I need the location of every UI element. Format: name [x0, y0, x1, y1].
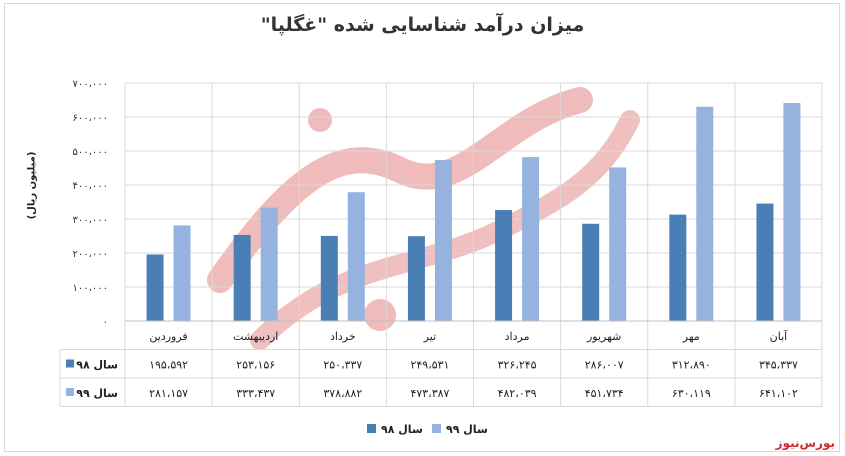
data-label: ۶۴۱،۱۰۲ [759, 387, 798, 400]
x-tick-label: فروردین [149, 330, 187, 343]
y-tick-label: ۷۰۰،۰۰۰ [73, 79, 108, 90]
brand-label: بورس‌نیوز [775, 436, 835, 450]
legend-label: سال ۹۸ [381, 423, 423, 436]
x-tick-label: اردیبهشت [233, 330, 278, 343]
bar [434, 160, 452, 321]
data-label: ۳۴۵،۳۳۷ [759, 359, 798, 372]
data-label: ۲۸۶،۰۰۷ [585, 359, 624, 372]
x-tick-label: مهر [682, 330, 700, 343]
bar [407, 236, 425, 321]
y-tick-label: ۴۰۰،۰۰۰ [73, 181, 108, 192]
data-label: ۳۲۶،۲۴۵ [498, 359, 537, 372]
bar [756, 203, 774, 321]
bar [233, 234, 251, 321]
y-tick-label: ۶۰۰،۰۰۰ [73, 113, 108, 124]
data-label: ۳۳۳،۴۳۷ [236, 387, 275, 400]
x-tick-label: مرداد [505, 330, 530, 343]
data-label: ۳۱۲،۸۹۰ [672, 359, 711, 372]
bar [522, 157, 540, 321]
data-label: ۴۷۳،۳۸۷ [410, 387, 449, 400]
x-tick-label: تیر [423, 330, 436, 343]
table-series-name: سال ۹۹ [76, 387, 118, 400]
data-label: ۳۷۸،۸۸۲ [323, 387, 362, 400]
bar [609, 167, 627, 321]
legend-swatch [432, 424, 441, 433]
bar [783, 103, 801, 321]
bar [146, 254, 164, 321]
data-label: ۲۴۹،۵۳۱ [410, 359, 449, 372]
y-tick-label: ۳۰۰،۰۰۰ [73, 215, 108, 226]
bar [696, 106, 714, 321]
x-tick-label: خرداد [330, 330, 356, 343]
y-tick-label: ۵۰۰،۰۰۰ [73, 147, 108, 158]
x-tick-label: آبان [770, 329, 788, 343]
legend-swatch [367, 424, 376, 433]
bar [495, 210, 513, 321]
data-label: ۱۹۵،۵۹۲ [149, 359, 188, 372]
bar [669, 214, 687, 321]
bar [347, 192, 365, 321]
data-label: ۲۵۳،۱۵۶ [236, 359, 275, 372]
data-label: ۲۸۱،۱۵۷ [149, 387, 188, 400]
bar [582, 223, 600, 321]
bar [173, 225, 191, 321]
y-tick-label: ۲۰۰،۰۰۰ [73, 249, 108, 260]
chart-title: میزان درآمد شناسایی شده "غگلپا" [260, 14, 585, 36]
data-label: ۲۵۰،۳۳۷ [323, 359, 362, 372]
y-tick-label: ۱۰۰،۰۰۰ [73, 283, 108, 294]
table-legend-swatch [66, 359, 74, 368]
data-label: ۶۳۰،۱۱۹ [672, 387, 711, 400]
x-tick-label: شهریور [586, 330, 621, 343]
data-label: ۴۸۲،۰۳۹ [498, 387, 537, 400]
data-label: ۴۵۱،۷۳۴ [585, 387, 624, 400]
y-tick-label: ۰ [103, 317, 108, 328]
bar [260, 207, 278, 321]
bar [320, 235, 338, 321]
table-series-name: سال ۹۸ [76, 359, 118, 372]
legend-label: سال ۹۹ [446, 423, 488, 436]
table-legend-swatch [66, 388, 74, 396]
